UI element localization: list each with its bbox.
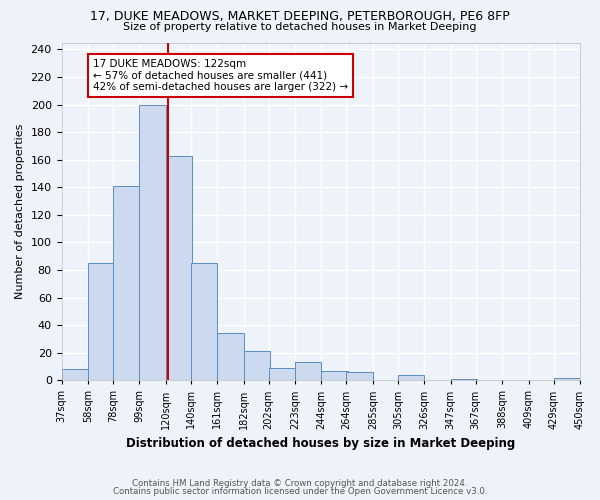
Y-axis label: Number of detached properties: Number of detached properties [15, 124, 25, 299]
Bar [62, 369, 88, 380]
Bar [554, 378, 580, 380]
Text: Contains HM Land Registry data © Crown copyright and database right 2024.: Contains HM Land Registry data © Crown c… [132, 478, 468, 488]
Bar [139, 104, 166, 380]
Bar [346, 372, 373, 380]
Text: Contains public sector information licensed under the Open Government Licence v3: Contains public sector information licen… [113, 487, 487, 496]
Bar [244, 352, 270, 380]
Text: 17 DUKE MEADOWS: 122sqm
← 57% of detached houses are smaller (441)
42% of semi-d: 17 DUKE MEADOWS: 122sqm ← 57% of detache… [93, 59, 348, 92]
X-axis label: Distribution of detached houses by size in Market Deeping: Distribution of detached houses by size … [126, 437, 515, 450]
Bar [322, 370, 348, 380]
Bar [166, 156, 192, 380]
Bar [295, 362, 322, 380]
Bar [451, 379, 477, 380]
Bar [88, 263, 114, 380]
Text: 17, DUKE MEADOWS, MARKET DEEPING, PETERBOROUGH, PE6 8FP: 17, DUKE MEADOWS, MARKET DEEPING, PETERB… [90, 10, 510, 23]
Bar [191, 263, 217, 380]
Bar [269, 368, 295, 380]
Text: Size of property relative to detached houses in Market Deeping: Size of property relative to detached ho… [123, 22, 477, 32]
Bar [113, 186, 139, 380]
Bar [398, 374, 424, 380]
Bar [217, 334, 244, 380]
